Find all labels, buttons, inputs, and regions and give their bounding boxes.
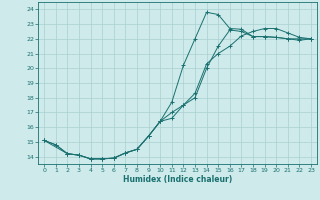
X-axis label: Humidex (Indice chaleur): Humidex (Indice chaleur) — [123, 175, 232, 184]
